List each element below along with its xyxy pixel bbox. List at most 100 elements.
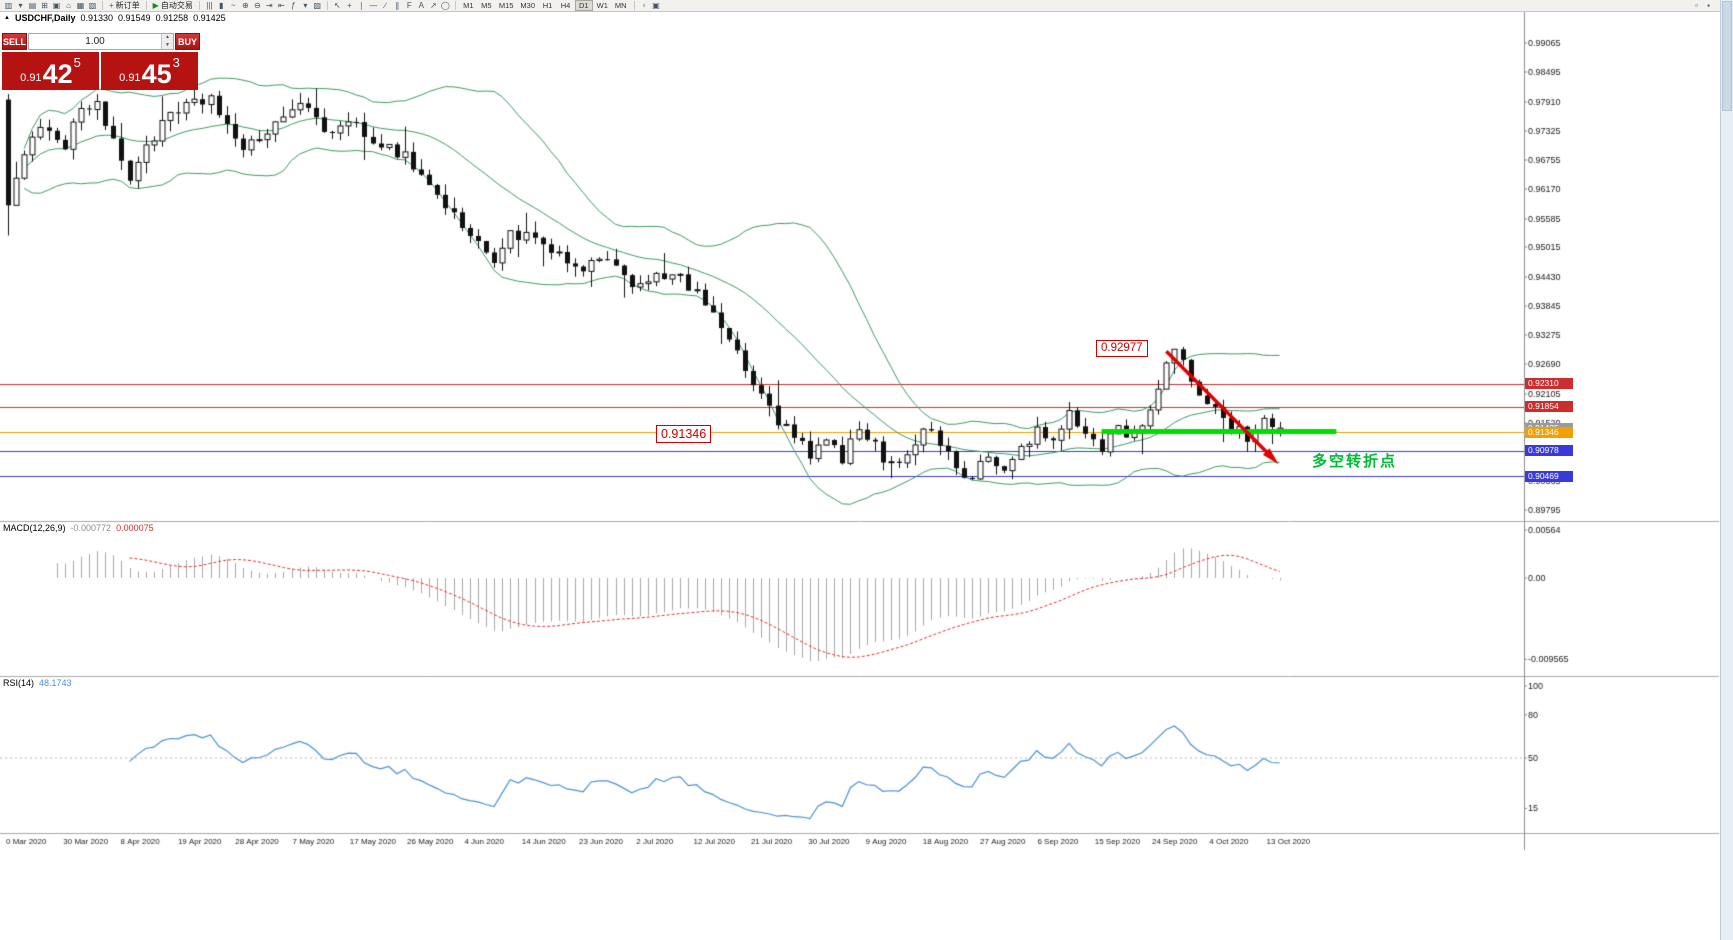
- turning-point-label[interactable]: 多空转折点: [1312, 453, 1398, 470]
- navigator-icon[interactable]: ⌂: [66, 1, 71, 10]
- new-order-plus-icon: +: [109, 1, 114, 10]
- fibonacci-icon[interactable]: F: [406, 1, 412, 10]
- timeframe-button[interactable]: M30: [520, 1, 536, 10]
- cursor-icon[interactable]: ↖: [333, 1, 341, 10]
- timeframe-button[interactable]: M5: [481, 1, 492, 10]
- macd-indicator-label: MACD(12,26,9) -0.000772 0.000075: [3, 523, 154, 533]
- one-click-trading-widget: SELL ▲ ▼ BUY 0.91 42 5 0.91 45 3: [2, 33, 200, 90]
- candle-chart-icon[interactable]: ▮: [219, 1, 224, 10]
- buy-button[interactable]: BUY: [175, 33, 200, 50]
- toolbar-separator: [145, 1, 147, 10]
- timeframe-button[interactable]: H4: [560, 1, 571, 10]
- strategy-tester-icon[interactable]: ▧: [88, 1, 97, 10]
- horizontal-line-icon[interactable]: ―: [369, 1, 378, 10]
- quote-low: 0.91258: [155, 13, 189, 23]
- quote-close: 0.91425: [193, 13, 226, 23]
- sell-price-prefix: 0.91: [20, 72, 42, 84]
- timeframe-button[interactable]: W1: [596, 1, 608, 10]
- indicators-icon[interactable]: ƒ: [291, 1, 296, 10]
- data-window-icon[interactable]: ▣: [52, 1, 61, 10]
- autotrading-label: 自动交易: [160, 1, 193, 10]
- volume-up-button[interactable]: ▲: [162, 34, 174, 42]
- volume-down-button[interactable]: ▼: [162, 41, 174, 49]
- new-chart-icon[interactable]: ▥: [4, 1, 13, 10]
- bar-chart-icon[interactable]: |||: [206, 1, 213, 10]
- text-icon[interactable]: A: [418, 1, 424, 10]
- macd-signal-value: 0.000075: [116, 523, 154, 533]
- axis-price-tag: 0.91854: [1525, 401, 1573, 412]
- vertical-scrollbar[interactable]: [1720, 0, 1733, 940]
- trendline-icon[interactable]: ∕: [384, 1, 386, 10]
- buy-price-prefix: 0.91: [119, 72, 141, 84]
- toolbar-separator: [454, 1, 456, 10]
- new-order-button[interactable]: + 新订单: [107, 0, 142, 11]
- auto-scroll-icon[interactable]: ⇥: [265, 1, 273, 10]
- help-icon[interactable]: ▪: [1707, 1, 1710, 10]
- toolbar-group-timeframes: M1 M5 M15 M30 H1 H4 D1 W1 MN: [460, 0, 630, 11]
- rsi-name: RSI(14): [3, 678, 35, 688]
- toolbar-separator: [633, 1, 635, 10]
- toolbar-separator: [326, 1, 328, 10]
- new-order-label: 新订单: [115, 1, 140, 10]
- docking-icon[interactable]: ▫: [1695, 1, 1698, 10]
- sell-price-sup: 5: [73, 55, 81, 70]
- toolbar-group-chart: ||| ▮ ~ ⊕ ⊖ ⇥ ⇤ ƒ ▾ ▨: [204, 0, 323, 11]
- window-tile-icon[interactable]: ▫: [642, 1, 646, 10]
- sell-price-box[interactable]: 0.91 42 5: [2, 52, 99, 90]
- symbol-period-label: USDCHF,Daily: [14, 13, 76, 23]
- axis-price-tag: 0.91346: [1525, 426, 1573, 438]
- rsi-value: 48.1743: [39, 678, 72, 688]
- channel-icon[interactable]: ∥: [395, 1, 400, 10]
- buy-price-big: 45: [141, 59, 172, 89]
- volume-field: ▲ ▼: [28, 33, 175, 50]
- timeframe-button[interactable]: MN: [614, 1, 627, 10]
- periods-dropdown-icon[interactable]: ▾: [303, 1, 308, 10]
- line-chart-icon[interactable]: ~: [230, 1, 236, 10]
- zoom-in-icon[interactable]: ⊕: [241, 1, 249, 10]
- scrollbar-thumb[interactable]: [1722, 1, 1732, 111]
- toolbar-group-right: ▫ ▪: [1691, 0, 1714, 11]
- chart-shift-icon[interactable]: ⇤: [277, 1, 285, 10]
- volume-spinner: ▲ ▼: [161, 34, 174, 49]
- window-cascade-icon[interactable]: ▣: [652, 1, 660, 10]
- macd-main-value: -0.000772: [70, 523, 112, 533]
- autotrading-button[interactable]: ▶ 自动交易: [151, 0, 195, 11]
- vertical-line-icon[interactable]: ∣: [359, 1, 364, 10]
- timeframe-button[interactable]: D1: [575, 0, 593, 11]
- templates-icon[interactable]: ▨: [313, 1, 322, 10]
- toolbar-group-files: ▥ ▾ ▤ ⊞ ▣ ⌂ ▦ ▧: [3, 0, 98, 11]
- autotrading-play-icon: ▶: [152, 1, 159, 10]
- crosshair-icon[interactable]: +: [346, 1, 352, 10]
- terminal-icon[interactable]: ▦: [76, 1, 85, 10]
- timeframe-button[interactable]: M1: [463, 1, 474, 10]
- quote-open: 0.91330: [80, 13, 114, 23]
- sell-price-big: 42: [42, 59, 73, 89]
- buy-price-box[interactable]: 0.91 45 3: [101, 52, 198, 90]
- axis-price-tag: 0.90469: [1525, 470, 1573, 482]
- peak-price-annotation[interactable]: 0.92977: [1096, 340, 1148, 357]
- axis-price-tag: 0.90978: [1525, 445, 1573, 457]
- rsi-indicator-label: RSI(14) 48.1743: [3, 678, 72, 688]
- timeframe-button[interactable]: M15: [498, 1, 514, 10]
- timeframe-button[interactable]: H1: [542, 1, 553, 10]
- main-toolbar: ▥ ▾ ▤ ⊞ ▣ ⌂ ▦ ▧ + 新订单 ▶ 自动交易 ||| ▮ ~ ⊕ ⊖ ⇥ ⇤ ƒ ▾ ▨ ↖ + ∣ ― ∕…: [0, 0, 1733, 12]
- symbol-expand-icon[interactable]: ▲: [4, 15, 10, 21]
- sell-button[interactable]: SELL: [2, 33, 28, 50]
- support-price-annotation[interactable]: 0.91346: [656, 425, 712, 443]
- toolbar-group-draw: ↖ + ∣ ― ∕ ∥ F A ↗ ◯: [332, 0, 451, 11]
- buy-price-sup: 3: [172, 55, 180, 70]
- macd-name: MACD(12,26,9): [3, 523, 66, 533]
- volume-input[interactable]: [29, 34, 162, 49]
- quote-high: 0.91549: [118, 13, 151, 23]
- market-watch-icon[interactable]: ⊞: [41, 1, 48, 10]
- toolbar-group-windows: ▫ ▣: [639, 0, 662, 11]
- chart-dropdown-icon[interactable]: ▾: [18, 1, 23, 10]
- toolbar-separator: [198, 1, 200, 10]
- axis-price-tag: 0.92310: [1525, 378, 1573, 390]
- shapes-icon[interactable]: ◯: [440, 1, 450, 10]
- profiles-icon[interactable]: ▤: [28, 1, 37, 10]
- arrow-object-icon[interactable]: ↗: [429, 1, 437, 10]
- zoom-out-icon[interactable]: ⊖: [253, 1, 261, 10]
- toolbar-separator: [102, 1, 103, 10]
